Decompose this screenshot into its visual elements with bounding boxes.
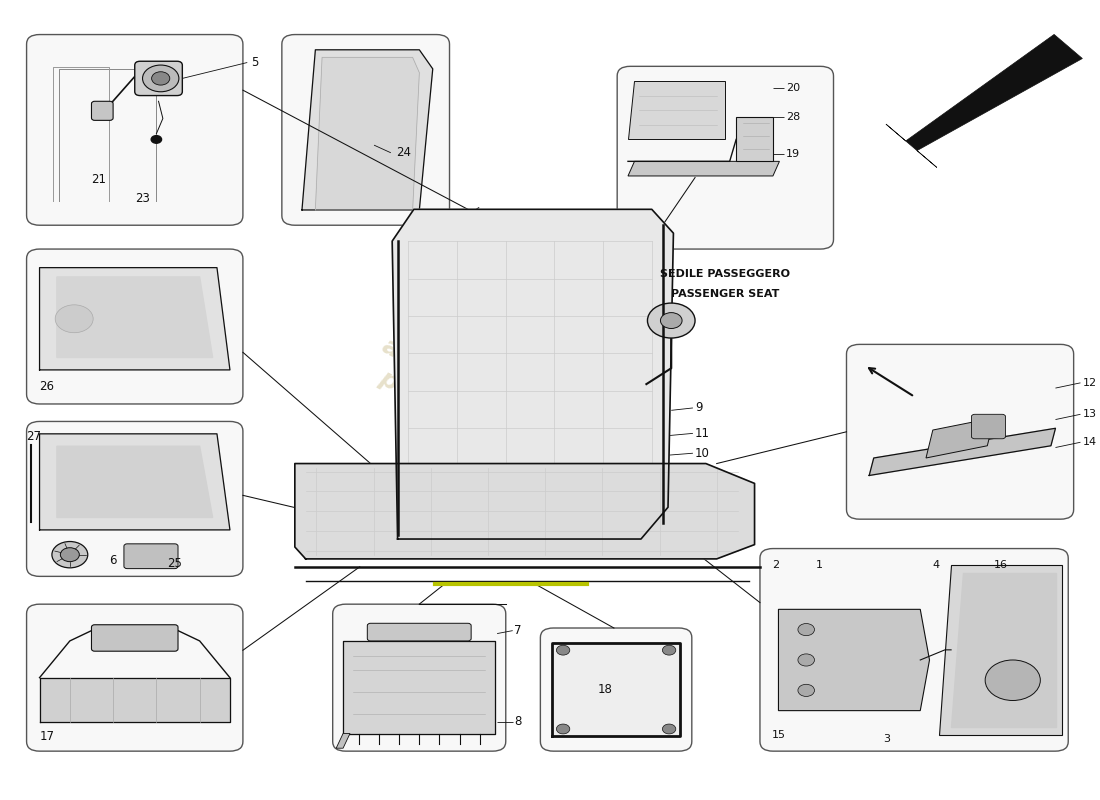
Text: 4: 4 bbox=[933, 560, 939, 570]
Circle shape bbox=[143, 65, 179, 92]
Circle shape bbox=[798, 654, 814, 666]
FancyBboxPatch shape bbox=[760, 549, 1068, 751]
Text: 15: 15 bbox=[772, 730, 786, 740]
Polygon shape bbox=[779, 610, 930, 710]
Text: 3: 3 bbox=[883, 734, 890, 744]
Polygon shape bbox=[938, 565, 1063, 735]
Polygon shape bbox=[628, 162, 780, 176]
Circle shape bbox=[152, 72, 169, 85]
FancyBboxPatch shape bbox=[367, 623, 471, 641]
FancyBboxPatch shape bbox=[26, 34, 243, 226]
Polygon shape bbox=[343, 641, 495, 734]
Text: 10: 10 bbox=[695, 446, 710, 460]
FancyBboxPatch shape bbox=[26, 249, 243, 404]
Polygon shape bbox=[736, 118, 773, 162]
Circle shape bbox=[557, 646, 570, 655]
FancyBboxPatch shape bbox=[91, 102, 113, 120]
Text: 1: 1 bbox=[815, 560, 823, 570]
Polygon shape bbox=[57, 446, 212, 518]
Text: 17: 17 bbox=[40, 730, 55, 743]
Text: 13: 13 bbox=[1082, 410, 1097, 419]
Text: 25: 25 bbox=[167, 558, 183, 570]
Text: 9: 9 bbox=[695, 402, 703, 414]
Circle shape bbox=[660, 313, 682, 329]
Text: a passion for
parts since: a passion for parts since bbox=[364, 334, 550, 466]
Polygon shape bbox=[552, 642, 680, 736]
FancyBboxPatch shape bbox=[971, 414, 1005, 438]
Text: 8: 8 bbox=[515, 715, 521, 728]
FancyBboxPatch shape bbox=[332, 604, 506, 751]
Text: 23: 23 bbox=[134, 192, 150, 205]
Polygon shape bbox=[628, 81, 725, 139]
Text: 6: 6 bbox=[109, 554, 117, 567]
Circle shape bbox=[60, 548, 79, 562]
Polygon shape bbox=[952, 573, 1056, 727]
Polygon shape bbox=[337, 734, 350, 748]
Text: 28: 28 bbox=[785, 113, 800, 122]
FancyBboxPatch shape bbox=[26, 422, 243, 576]
Circle shape bbox=[798, 623, 814, 636]
Text: 19: 19 bbox=[785, 149, 800, 159]
Text: 7: 7 bbox=[515, 624, 521, 637]
FancyBboxPatch shape bbox=[540, 628, 692, 751]
Polygon shape bbox=[886, 34, 1082, 167]
Polygon shape bbox=[40, 678, 230, 722]
FancyBboxPatch shape bbox=[282, 34, 450, 226]
Text: 14: 14 bbox=[1082, 438, 1097, 447]
Circle shape bbox=[557, 724, 570, 734]
FancyBboxPatch shape bbox=[124, 544, 178, 569]
Polygon shape bbox=[295, 463, 755, 559]
Text: 1985: 1985 bbox=[593, 443, 755, 563]
Circle shape bbox=[986, 660, 1041, 701]
Text: 24: 24 bbox=[396, 146, 411, 159]
Circle shape bbox=[52, 542, 88, 568]
Text: 20: 20 bbox=[785, 83, 800, 94]
Circle shape bbox=[662, 724, 675, 734]
Circle shape bbox=[648, 303, 695, 338]
Text: 2: 2 bbox=[772, 560, 780, 570]
Polygon shape bbox=[393, 210, 673, 539]
Polygon shape bbox=[57, 277, 212, 358]
Circle shape bbox=[798, 684, 814, 697]
Polygon shape bbox=[316, 58, 419, 210]
Text: 5: 5 bbox=[252, 56, 258, 69]
Text: 27: 27 bbox=[26, 430, 42, 443]
Text: 21: 21 bbox=[91, 173, 107, 186]
Text: SEDILE PASSEGGERO: SEDILE PASSEGGERO bbox=[660, 269, 790, 279]
Circle shape bbox=[151, 136, 162, 143]
Text: 11: 11 bbox=[695, 427, 711, 440]
FancyBboxPatch shape bbox=[26, 604, 243, 751]
Text: 12: 12 bbox=[1082, 378, 1097, 388]
Circle shape bbox=[55, 305, 94, 333]
Circle shape bbox=[662, 646, 675, 655]
Text: 16: 16 bbox=[994, 560, 1009, 570]
FancyBboxPatch shape bbox=[134, 62, 183, 95]
Text: PASSENGER SEAT: PASSENGER SEAT bbox=[671, 289, 780, 298]
FancyBboxPatch shape bbox=[91, 625, 178, 651]
Polygon shape bbox=[40, 268, 230, 370]
Polygon shape bbox=[40, 434, 230, 530]
Polygon shape bbox=[926, 418, 994, 458]
Text: 26: 26 bbox=[40, 381, 55, 394]
FancyBboxPatch shape bbox=[847, 344, 1074, 519]
Polygon shape bbox=[869, 428, 1056, 475]
Polygon shape bbox=[302, 50, 432, 210]
Text: 18: 18 bbox=[598, 683, 613, 696]
FancyBboxPatch shape bbox=[617, 66, 834, 249]
